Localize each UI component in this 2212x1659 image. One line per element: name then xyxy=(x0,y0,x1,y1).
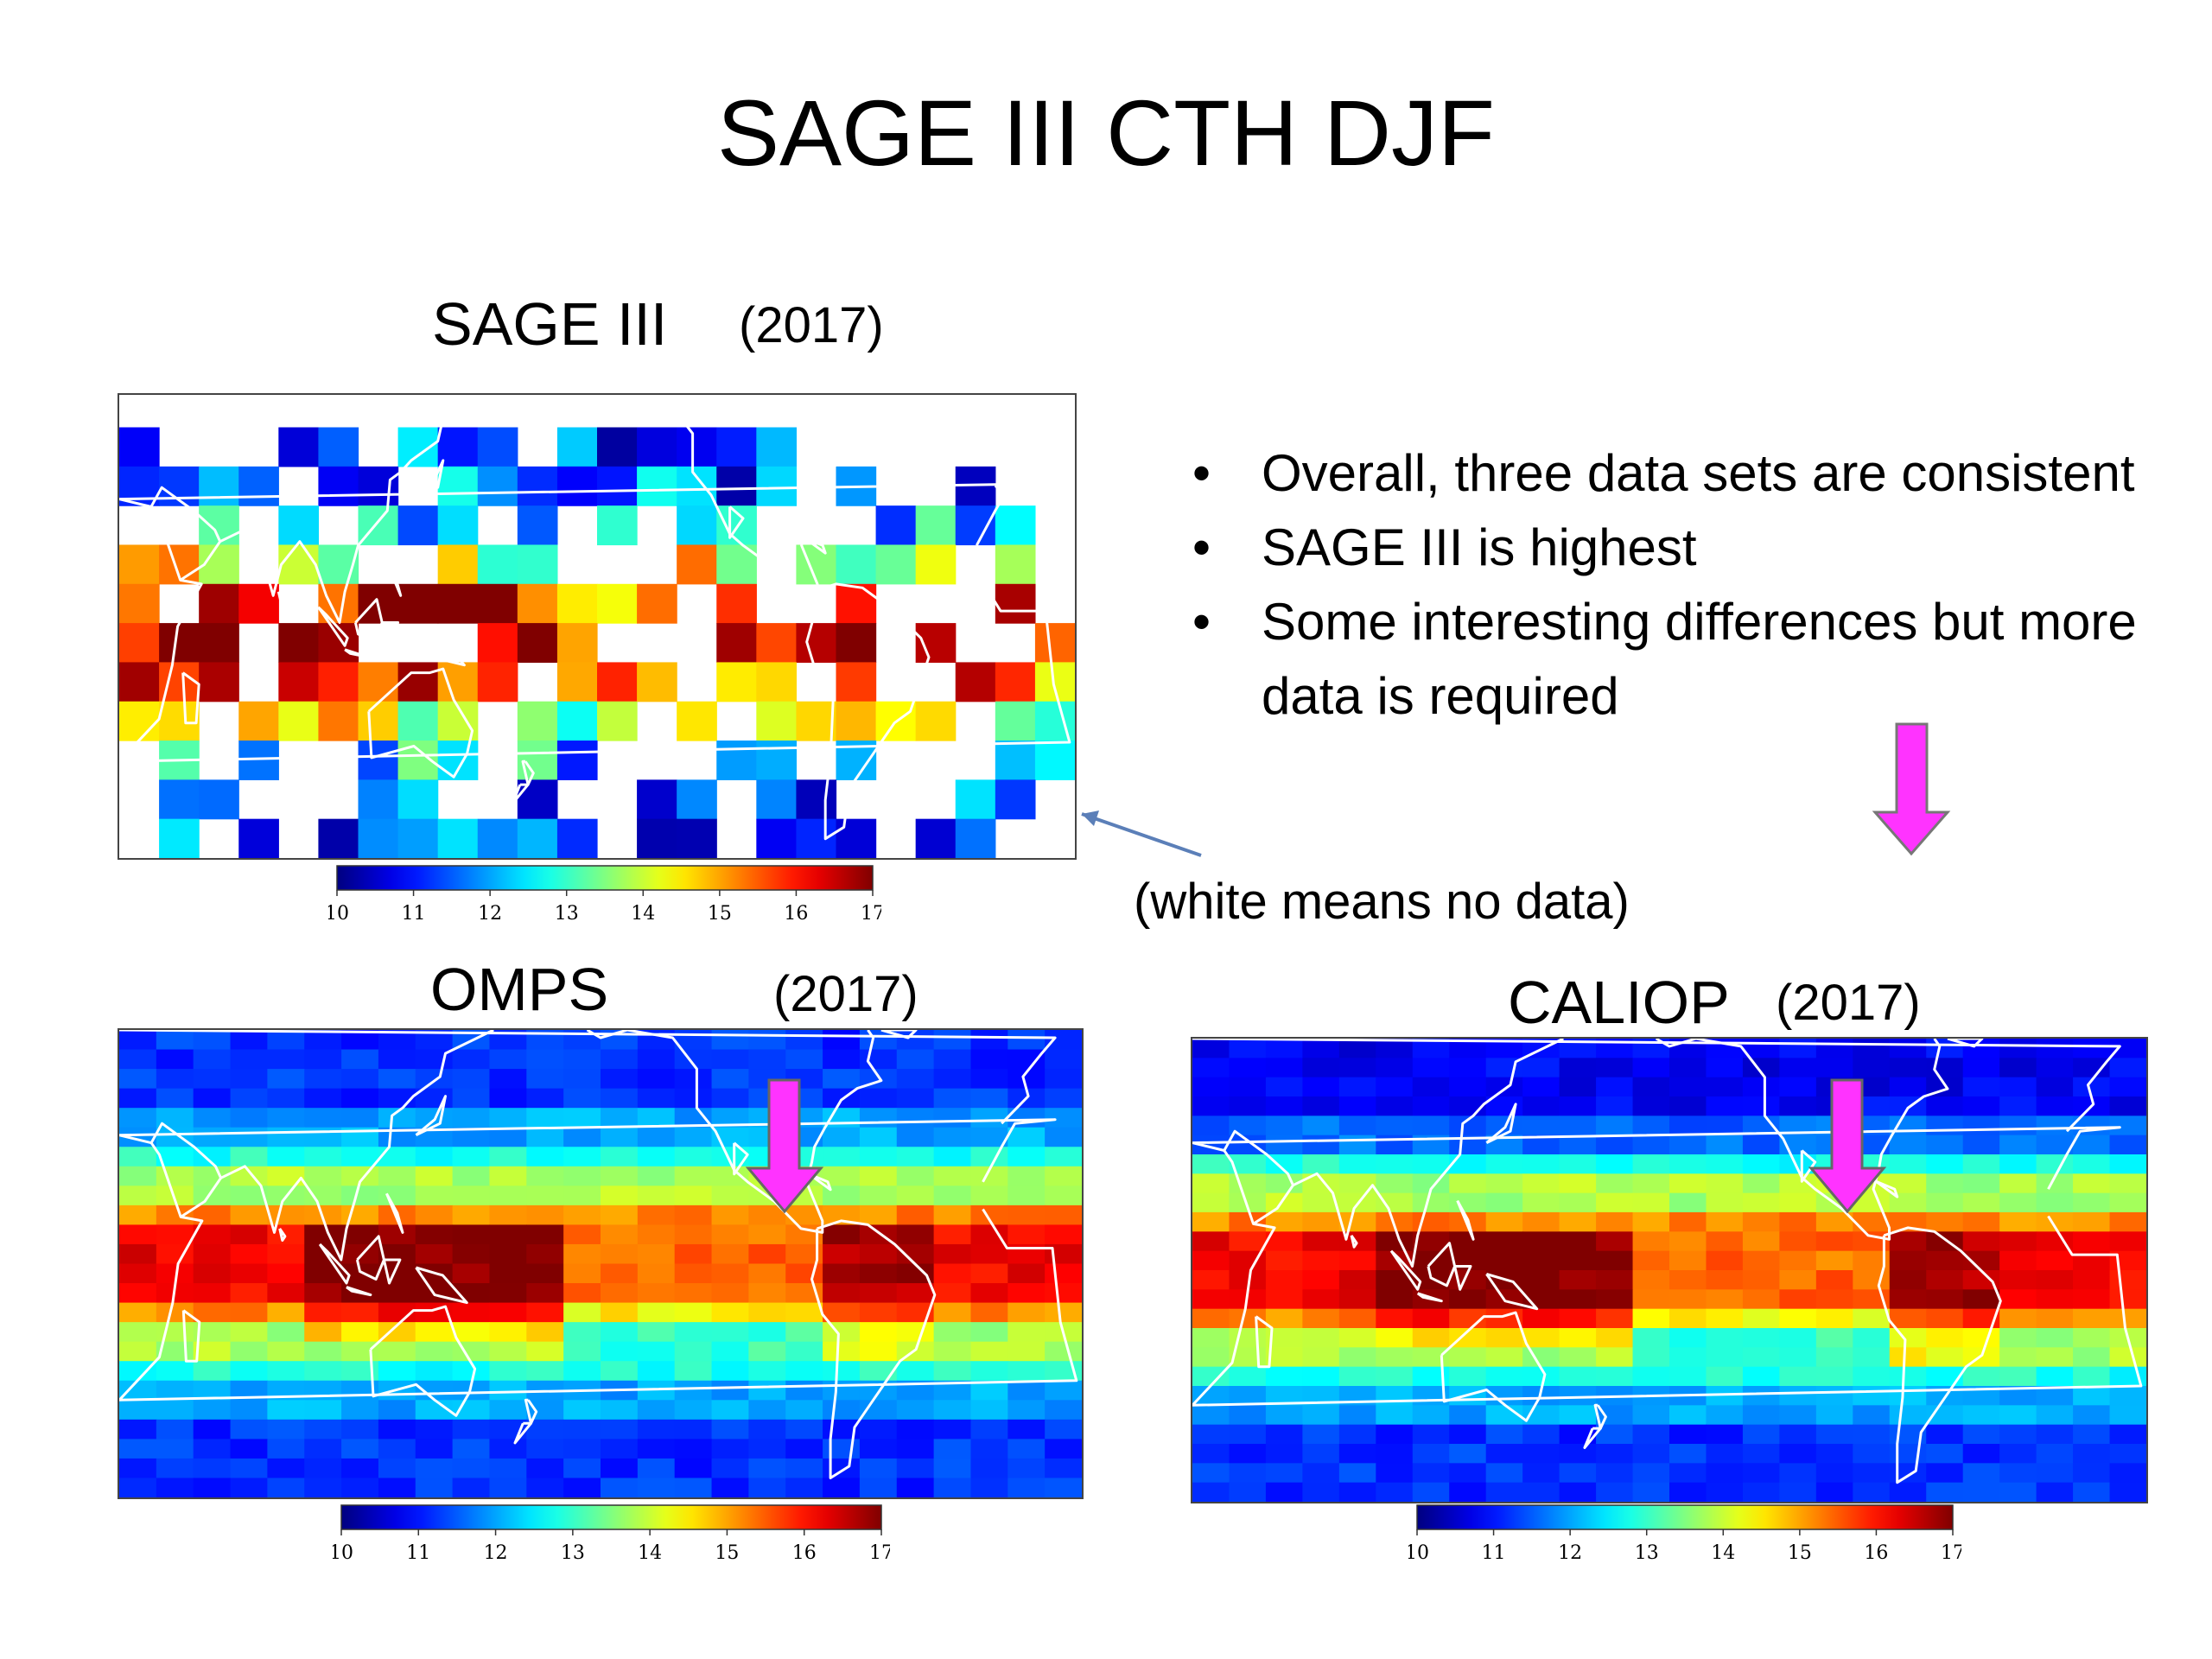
colorbar-tick-label: 11 xyxy=(1482,1542,1506,1564)
omps-cth-map xyxy=(118,1028,1084,1499)
magenta-arrow-omps-icon xyxy=(745,1078,824,1214)
colorbar-tick-label: 15 xyxy=(715,1542,739,1564)
colorbar-tick-label: 12 xyxy=(478,903,502,925)
caliop-panel-label: CALIOP xyxy=(1508,969,1730,1036)
colorbar-tick-label: 16 xyxy=(792,1542,817,1564)
coastline-layer xyxy=(119,1030,1078,1479)
colorbar-tick-label: 10 xyxy=(328,903,349,925)
cth-grid-cells xyxy=(119,427,1075,858)
colorbar-tick-label: 11 xyxy=(406,1542,430,1564)
colorbar-tick-label: 10 xyxy=(1408,1542,1429,1564)
cth-grid-cells xyxy=(1192,1039,2146,1502)
colorbar-tick-label: 15 xyxy=(708,903,732,925)
colorbar-tick-label: 17 xyxy=(1941,1542,1961,1564)
colorbar-tick-label: 14 xyxy=(638,1542,662,1564)
colorbar-tick-label: 17 xyxy=(869,1542,890,1564)
sage-panel-year: (2017) xyxy=(739,297,884,353)
no-data-note: (white means no data) xyxy=(1134,874,1630,930)
bullet-consistent: Overall, three data sets are consistent xyxy=(1192,436,2186,511)
coastline-layer xyxy=(119,395,1071,841)
colorbar-tick-label: 14 xyxy=(631,903,655,925)
colorbar-gradient xyxy=(336,865,874,891)
summary-bullets: Overall, three data sets are consistent … xyxy=(1192,436,2186,734)
colorbar-tick-label: 10 xyxy=(333,1542,353,1564)
colorbar-tick-label: 16 xyxy=(784,903,808,925)
colorbar-tick-label: 15 xyxy=(1788,1542,1812,1564)
colorbar-gradient xyxy=(340,1504,882,1530)
colorbar-tick-label: 17 xyxy=(861,903,881,925)
colorbar-tick-label: 11 xyxy=(402,903,426,925)
coastline-layer xyxy=(1192,1039,2143,1484)
bullet-highest: SAGE III is highest xyxy=(1192,511,2186,585)
bullet-differences: Some interesting differences but more da… xyxy=(1192,585,2186,734)
omps-panel-year: (2017) xyxy=(773,966,918,1022)
colorbar-tick-label: 12 xyxy=(484,1542,508,1564)
colorbar-tick-label: 16 xyxy=(1864,1542,1888,1564)
omps-panel-label: OMPS xyxy=(430,956,609,1023)
colorbar-gradient xyxy=(1416,1504,1954,1530)
sage-panel-label: SAGE III xyxy=(432,290,668,358)
slide-title: SAGE III CTH DJF xyxy=(716,80,1496,185)
colorbar-tick-label: 12 xyxy=(1558,1542,1582,1564)
colorbar-tick-label: 13 xyxy=(1635,1542,1659,1564)
omps-colorbar: 10 11 12 13 14 15 16 17 xyxy=(333,1503,890,1564)
sage-colorbar: 10 11 12 13 14 15 16 17 xyxy=(328,864,881,925)
colorbar-tick-label: 14 xyxy=(1711,1542,1735,1564)
colorbar-tick-label: 13 xyxy=(555,903,579,925)
caliop-colorbar: 10 11 12 13 14 15 16 17 xyxy=(1408,1503,1961,1564)
annotation-arrowhead xyxy=(1082,810,1099,826)
magenta-arrow-caliop-icon xyxy=(1808,1078,1887,1214)
magenta-arrow-bullet-icon xyxy=(1872,722,1951,856)
caliop-cth-map xyxy=(1191,1037,2148,1503)
annotation-line xyxy=(1081,812,1202,857)
caliop-panel-year: (2017) xyxy=(1776,975,1921,1031)
colorbar-tick-label: 13 xyxy=(561,1542,585,1564)
sage-cth-map xyxy=(118,393,1077,860)
